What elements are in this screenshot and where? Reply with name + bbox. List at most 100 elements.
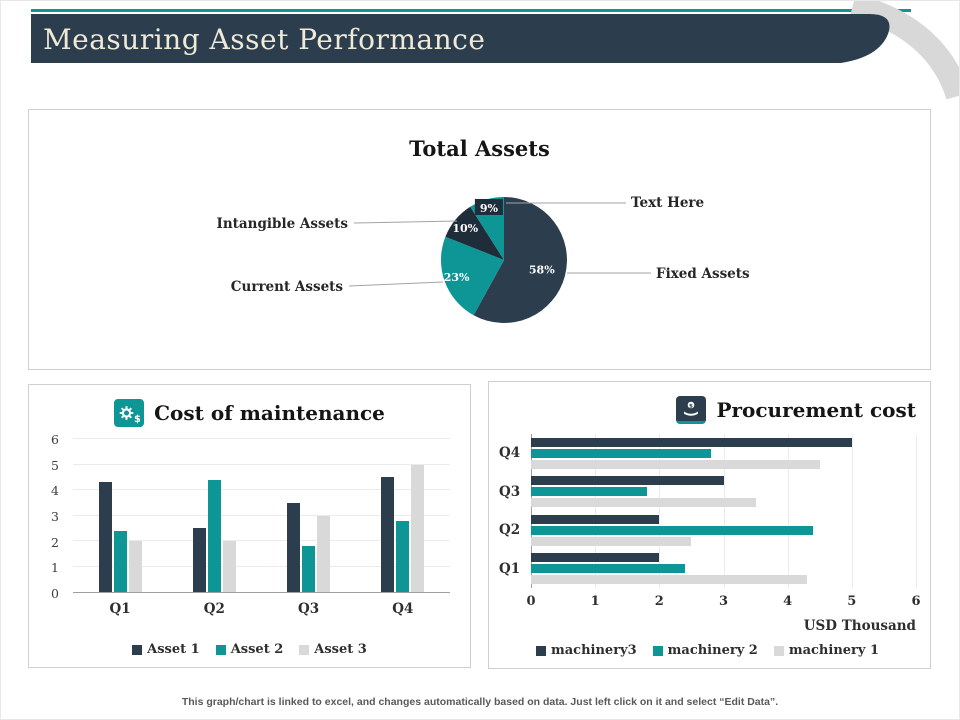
bar-groups <box>73 439 450 592</box>
x-axis-tick-q1: Q1 <box>109 601 131 617</box>
x-axis-tick-5: 5 <box>847 594 857 609</box>
title-banner-shape <box>31 14 890 63</box>
x-axis-tick-3: 3 <box>718 594 729 609</box>
bar-q4-machinery3 <box>531 437 852 447</box>
bar-q3-asset-1 <box>287 502 301 592</box>
bar-q1-asset-3 <box>128 541 142 592</box>
pie-category-label-text-here: Text Here <box>631 195 704 211</box>
page-title: Measuring Asset Performance <box>43 23 486 56</box>
gridline-4 <box>787 434 789 588</box>
bar-q2-asset-3 <box>222 541 236 592</box>
bar-q3-machinery-2 <box>531 487 647 497</box>
x-axis-tick-q3: Q3 <box>298 601 320 617</box>
pie-slice-fixed-assets <box>473 197 567 323</box>
top-accent-line <box>31 9 911 12</box>
bar-row-q2: Q2 <box>499 511 916 550</box>
x-axis: Q1 Q2 Q3 Q4 <box>73 601 450 623</box>
bar-group-q4 <box>381 439 425 592</box>
pie-leader-line-intangible-assets <box>353 220 458 224</box>
cost-of-maintenance-chart: 0 1 2 3 4 5 6 Q1 Q2 Q3 Q4 Asset 1 Asset 2 Asset 3 <box>41 432 458 659</box>
x-axis-tick-1: 1 <box>590 594 600 609</box>
procurement-cost-panel[interactable]: $ Procurement cost Q4 Q3 Q2 Q1 0 1 2 3 4 5 6 USD … <box>488 381 931 669</box>
bar-q4-asset-3 <box>411 464 425 592</box>
procurement-cost-chart: Q4 Q3 Q2 Q1 0 1 2 3 4 5 6 USD Thousand machinery3… <box>499 430 921 660</box>
bar-q3-asset-3 <box>317 515 331 592</box>
pie-callout-bg <box>474 198 503 215</box>
gridline-6 <box>916 434 917 588</box>
x-axis-label: USD Thousand <box>803 618 916 634</box>
bar-q1-machinery3 <box>531 553 660 563</box>
legend-label: machinery3 <box>550 643 637 658</box>
total-assets-title: Total Assets <box>409 136 550 161</box>
bar-stack-q4 <box>531 434 916 473</box>
legend-swatch <box>215 644 226 655</box>
pie-leader-line-current-assets <box>348 281 444 287</box>
legend: Asset 1 Asset 2 Asset 3 <box>41 642 458 657</box>
y-axis-tick-1: 1 <box>51 560 59 576</box>
maintenance-legend-asset-2: Asset 2 <box>215 642 284 657</box>
bar-stack-q1 <box>531 550 916 589</box>
legend-label: machinery 1 <box>788 643 880 658</box>
bar-q2-asset-1 <box>192 528 206 592</box>
legend-label: machinery 2 <box>667 643 758 658</box>
legend-swatch <box>535 645 546 656</box>
pie-percent-label-fixed-assets: 58% <box>529 264 555 277</box>
bar-q4-machinery-1 <box>531 459 820 469</box>
legend-swatch <box>773 645 784 656</box>
pie-category-label-fixed-assets: Fixed Assets <box>656 266 750 282</box>
y-axis-tick-2: 2 <box>51 534 59 550</box>
procurement-legend-machinery-1: machinery 1 <box>773 643 880 658</box>
bar-q1-machinery-1 <box>531 575 807 585</box>
x-axis-tick-2: 2 <box>654 594 664 609</box>
legend-label: Asset 2 <box>230 642 284 657</box>
bar-q1-asset-1 <box>98 482 112 592</box>
bar-stack-q2 <box>531 511 916 550</box>
maintenance-legend-asset-1: Asset 1 <box>132 642 200 657</box>
gridline-5 <box>851 434 853 588</box>
bar-row-q3: Q3 <box>499 473 916 512</box>
gridline-2 <box>73 540 450 541</box>
bar-stack-q3 <box>531 473 916 512</box>
bar-group-q2 <box>192 439 236 592</box>
pie-category-label-current-assets: Current Assets <box>231 279 344 295</box>
bar-q2-machinery-1 <box>531 536 692 546</box>
legend: machinery3 machinery 2 machinery 1 <box>499 643 916 658</box>
legend-swatch <box>299 644 310 655</box>
bar-q3-machinery3 <box>531 476 724 486</box>
gridline-3 <box>723 434 725 588</box>
gridline-0 <box>531 434 532 588</box>
bar-q2-machinery-2 <box>531 525 814 535</box>
y-axis-tick-3: 3 <box>51 509 59 524</box>
cost-of-maintenance-title: Cost of maintenance <box>154 401 385 425</box>
plot-area <box>73 438 450 593</box>
legend-label: Asset 3 <box>314 642 367 657</box>
category-label-q3: Q3 <box>499 483 521 500</box>
bar-q3-machinery-1 <box>531 498 756 508</box>
hand-coin-icon: $ <box>676 396 707 424</box>
gridline-1 <box>595 434 597 588</box>
procurement-cost-header: $ Procurement cost <box>489 396 930 424</box>
total-assets-panel[interactable]: Total Assets 58% Fixed Assets 23% Current A… <box>28 109 931 370</box>
svg-text:$: $ <box>134 414 140 424</box>
gridlines <box>531 434 917 588</box>
procurement-cost-title: Procurement cost <box>716 398 916 422</box>
header-banner: Measuring Asset Performance <box>1 1 959 101</box>
gridline-3 <box>73 514 450 516</box>
y-axis-tick-5: 5 <box>51 457 59 473</box>
svg-text:$: $ <box>690 403 694 409</box>
y-axis-tick-0: 0 <box>51 586 59 601</box>
bar-q4-asset-2 <box>396 520 410 592</box>
cost-of-maintenance-panel[interactable]: $ Cost of maintenance 0 1 2 3 4 5 6 Q1 Q2 Q3 Q4 A… <box>28 384 471 668</box>
pie-percent-label-intangible-assets: 10% <box>452 222 478 235</box>
gridline-6 <box>73 438 450 439</box>
legend-swatch <box>652 645 663 656</box>
bar-q4-machinery-2 <box>531 448 711 458</box>
pie-slice-intangible-assets <box>445 206 504 260</box>
y-axis-tick-4: 4 <box>51 483 59 499</box>
cost-of-maintenance-header: $ Cost of maintenance <box>29 399 470 427</box>
x-axis-tick-q2: Q2 <box>203 601 225 617</box>
bar-q4-asset-1 <box>381 477 395 592</box>
procurement-legend-machinery-2: machinery 2 <box>652 643 758 658</box>
bar-group-q1 <box>98 439 142 592</box>
x-axis: 0 1 2 3 4 5 6 <box>526 594 920 612</box>
